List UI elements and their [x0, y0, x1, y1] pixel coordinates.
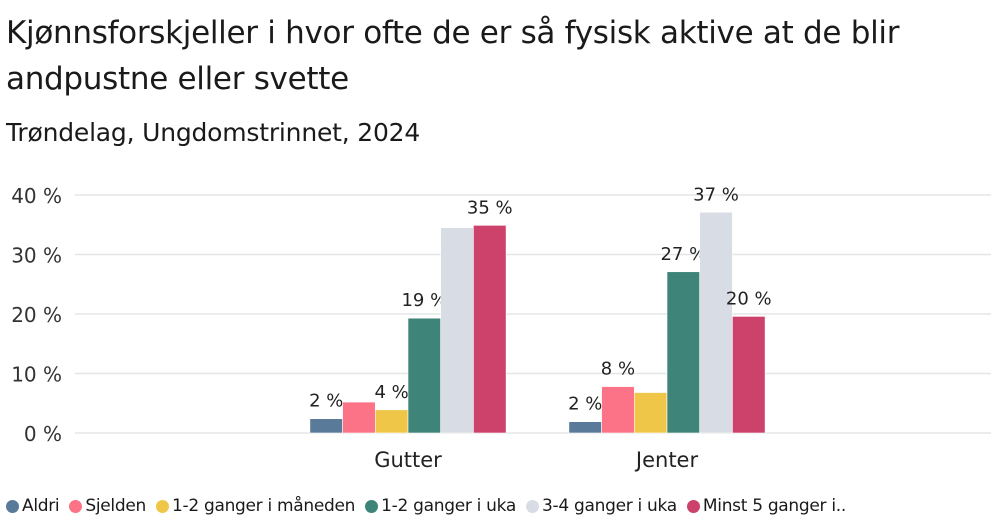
legend-label: 3-4 ganger i uka: [542, 496, 677, 516]
legend-item[interactable]: 1-2 ganger i uka: [365, 496, 516, 516]
data-label: 8 %: [601, 359, 635, 380]
legend-marker-icon: [155, 499, 169, 513]
bar-jenter-2: [633, 392, 668, 434]
bar-jenter-0: [568, 421, 602, 434]
y-tick-label: 10 %: [11, 363, 62, 387]
data-label: 4 %: [375, 382, 409, 403]
legend-item[interactable]: Aldri: [6, 496, 60, 516]
legend: Aldri Sjelden 1-2 ganger i måneden 1-2 gang…: [6, 496, 846, 516]
x-category-label: Jenter: [634, 448, 699, 472]
legend-marker-icon: [686, 499, 700, 513]
data-label: 27 %: [660, 244, 706, 265]
data-label: 20 %: [726, 288, 772, 309]
bar-jenter-5: [732, 316, 766, 434]
bar-gutter-3: [407, 317, 442, 434]
legend-item[interactable]: Sjelden: [69, 496, 146, 516]
bar-jenter-4: [699, 211, 733, 434]
legend-label: 1-2 ganger i uka: [381, 496, 517, 516]
y-tick-label: 30 %: [11, 244, 62, 268]
y-tick-label: 40 %: [11, 184, 62, 208]
legend-label: Minst 5 ganger i..: [702, 496, 846, 516]
data-label: 2 %: [309, 391, 343, 412]
bar-gutter-2: [374, 409, 409, 434]
bar-gutter-1: [342, 401, 376, 434]
legend-marker-icon: [365, 499, 379, 513]
bar-gutter-4: [440, 227, 474, 434]
legend-marker-icon: [526, 499, 540, 513]
chart-subtitle: Trøndelag, Ungdomstrinnet, 2024: [6, 118, 421, 147]
chart-title: Kjønnsforskjeller i hvor ofte de er så f…: [6, 15, 900, 97]
data-label: 37 %: [693, 184, 739, 205]
y-tick-label: 0 %: [24, 422, 62, 446]
y-tick-label: 20 %: [11, 303, 62, 327]
legend-label: 1-2 ganger i måneden: [171, 496, 356, 516]
legend-marker-icon: [6, 499, 19, 513]
data-label: 2 %: [568, 394, 602, 415]
legend-label: Sjelden: [85, 496, 146, 516]
bar-jenter-3: [666, 271, 701, 434]
legend-item[interactable]: Minst 5 ganger i..: [686, 496, 846, 516]
bar-gutter-5: [473, 225, 507, 434]
bar-gutter-0: [309, 418, 343, 434]
legend-marker-icon: [69, 499, 83, 513]
legend-label: Aldri: [22, 496, 60, 516]
data-label: 35 %: [467, 197, 513, 218]
x-category-label: Gutter: [374, 448, 442, 472]
data-label: 19 %: [401, 290, 447, 311]
legend-item[interactable]: 3-4 ganger i uka: [526, 496, 677, 516]
bar-jenter-1: [601, 386, 635, 434]
legend-item[interactable]: 1-2 ganger i måneden: [155, 496, 356, 516]
